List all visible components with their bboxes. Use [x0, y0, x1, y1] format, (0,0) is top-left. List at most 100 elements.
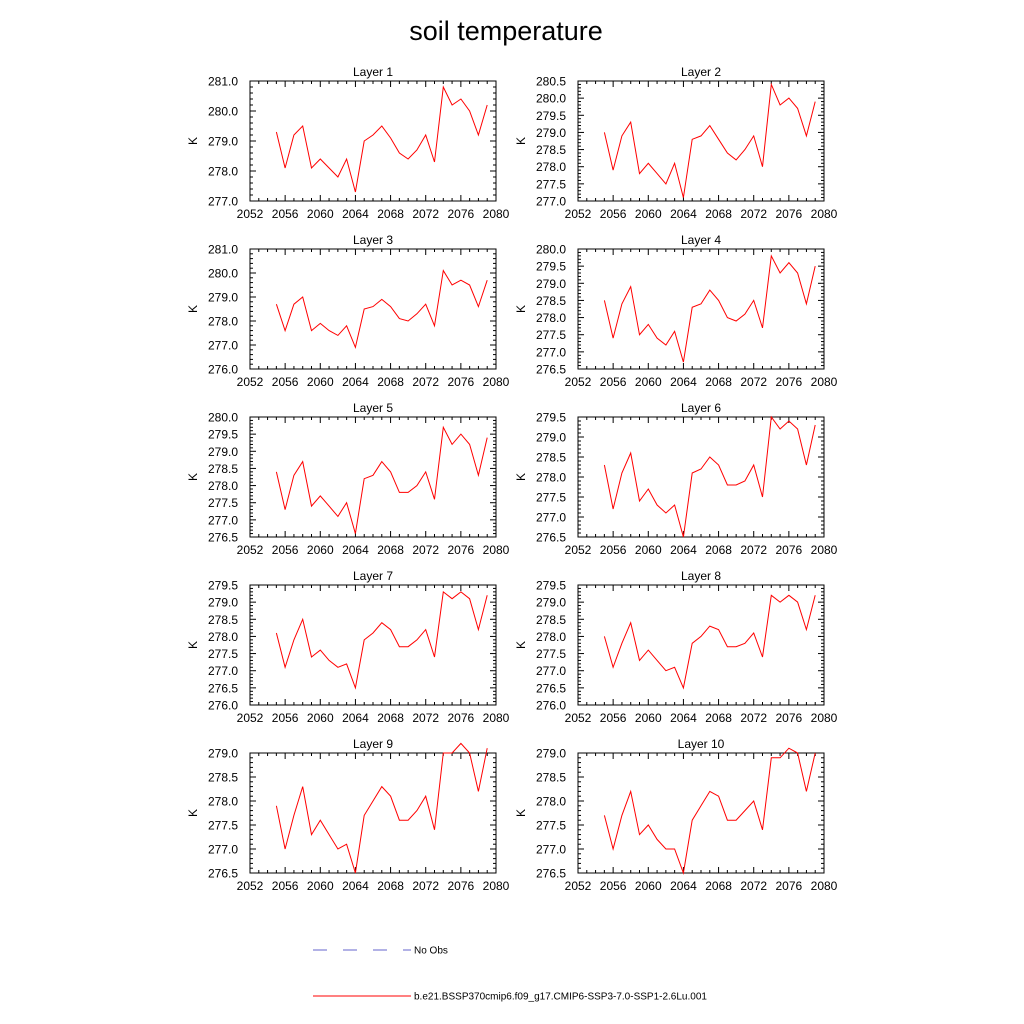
x-tick-label: 2052	[237, 711, 264, 725]
y-axis-label: K	[514, 473, 528, 481]
y-tick-label: 278.0	[208, 479, 238, 493]
y-tick-label: 279.0	[208, 596, 238, 610]
y-tick-label: 276.5	[536, 681, 566, 695]
panel-layer-9: Layer 9 K 2052 2056 2060 2064 2068 2072 2076 2080…	[186, 737, 510, 893]
y-tick-label: 277.5	[208, 496, 238, 510]
panel-title: Layer 6	[681, 401, 721, 415]
panel-layer-7: Layer 7 K 2052 2056 2060 2064 2068 2072 2076 2080…	[186, 569, 510, 725]
panel-title: Layer 3	[353, 233, 393, 247]
y-tick-label: 278.5	[536, 451, 566, 465]
x-tick-label: 2068	[377, 207, 404, 221]
x-tick-label: 2068	[377, 543, 404, 557]
x-tick-label: 2064	[342, 879, 369, 893]
series-line-layer-1	[275, 85, 488, 193]
x-tick-label: 2068	[377, 375, 404, 389]
y-tick-label: 278.5	[536, 771, 566, 785]
x-tick-label: 2064	[342, 207, 369, 221]
series-line-layer-2	[603, 82, 816, 198]
series-line-layer-5	[275, 425, 488, 534]
y-tick-label: 278.0	[536, 795, 566, 809]
y-tick-label: 277.5	[536, 647, 566, 661]
x-tick-label: 2056	[600, 711, 627, 725]
y-axis-label: K	[186, 305, 200, 313]
panel-title: Layer 7	[353, 569, 393, 583]
plot-frame	[249, 80, 497, 202]
x-tick-label: 2060	[635, 375, 662, 389]
panel-layer-1: Layer 1 K 2052 2056 2060 2064 2068 2072 2076 2080…	[186, 65, 510, 221]
x-tick-label: 2056	[272, 375, 299, 389]
x-tick-label: 2076	[776, 711, 803, 725]
y-tick-label: 276.0	[536, 699, 566, 713]
panel-title: Layer 2	[681, 65, 721, 79]
x-tick-label: 2072	[412, 375, 439, 389]
y-tick-label: 281.0	[208, 75, 238, 89]
panel-layer-6: Layer 6 K 2052 2056 2060 2064 2068 2072 2076 2080…	[514, 401, 838, 557]
plot-frame	[577, 584, 825, 706]
x-tick-label: 2068	[705, 543, 732, 557]
x-tick-label: 2072	[740, 879, 767, 893]
y-tick-label: 280.0	[208, 105, 238, 119]
panel-title: Layer 1	[353, 65, 393, 79]
x-tick-label: 2080	[811, 375, 838, 389]
panel-title: Layer 10	[678, 737, 725, 751]
y-tick-label: 278.5	[536, 613, 566, 627]
x-tick-label: 2064	[670, 711, 697, 725]
panel-layer-3: Layer 3 K 2052 2056 2060 2064 2068 2072 2076 2080…	[186, 233, 510, 389]
x-tick-label: 2076	[776, 543, 803, 557]
y-tick-label: 277.5	[536, 819, 566, 833]
panel-layer-5: Layer 5 K 2052 2056 2060 2064 2068 2072 2076 2080…	[186, 401, 510, 557]
x-tick-label: 2080	[811, 879, 838, 893]
y-tick-label: 280.0	[536, 243, 566, 257]
y-tick-label: 279.0	[208, 747, 238, 761]
x-tick-label: 2052	[237, 543, 264, 557]
x-tick-label: 2076	[448, 207, 475, 221]
x-tick-label: 2072	[740, 543, 767, 557]
plot-frame	[249, 584, 497, 706]
y-axis-label: K	[186, 137, 200, 145]
y-tick-label: 278.5	[208, 462, 238, 476]
y-tick-label: 280.0	[536, 92, 566, 106]
x-tick-label: 2052	[565, 711, 592, 725]
x-tick-label: 2076	[448, 879, 475, 893]
y-tick-label: 276.0	[208, 699, 238, 713]
y-axis-label: K	[186, 809, 200, 817]
y-tick-label: 278.0	[536, 630, 566, 644]
x-tick-label: 2064	[670, 375, 697, 389]
y-axis-label: K	[514, 137, 528, 145]
series-line-layer-4	[603, 254, 816, 363]
y-tick-label: 279.0	[536, 277, 566, 291]
x-tick-label: 2060	[635, 711, 662, 725]
y-tick-label: 278.0	[536, 160, 566, 174]
y-tick-label: 279.5	[536, 579, 566, 593]
x-tick-label: 2076	[448, 543, 475, 557]
panel-layer-8: Layer 8 K 2052 2056 2060 2064 2068 2072 2076 2080…	[514, 569, 838, 725]
panel-title: Layer 5	[353, 401, 393, 415]
y-axis-label: K	[186, 641, 200, 649]
x-tick-label: 2052	[565, 879, 592, 893]
y-tick-label: 279.0	[208, 291, 238, 305]
y-tick-label: 278.0	[208, 315, 238, 329]
x-tick-label: 2076	[448, 375, 475, 389]
y-axis-label: K	[186, 473, 200, 481]
x-tick-label: 2052	[565, 207, 592, 221]
y-tick-label: 279.5	[536, 411, 566, 425]
x-tick-label: 2060	[635, 879, 662, 893]
y-tick-label: 276.5	[536, 363, 566, 377]
x-tick-label: 2072	[740, 375, 767, 389]
x-tick-label: 2080	[483, 375, 510, 389]
y-tick-label: 280.0	[208, 267, 238, 281]
y-tick-label: 276.5	[208, 531, 238, 545]
x-tick-label: 2080	[811, 543, 838, 557]
x-tick-label: 2072	[412, 879, 439, 893]
x-tick-label: 2060	[635, 543, 662, 557]
x-tick-label: 2068	[377, 879, 404, 893]
y-tick-label: 277.0	[536, 511, 566, 525]
y-tick-label: 278.0	[208, 795, 238, 809]
panel-title: Layer 4	[681, 233, 721, 247]
x-tick-label: 2068	[705, 879, 732, 893]
y-tick-label: 277.5	[208, 647, 238, 661]
x-tick-label: 2076	[776, 879, 803, 893]
panel-layer-10: Layer 10 K 2052 2056 2060 2064 2068 2072 2076 208…	[514, 737, 838, 893]
y-tick-label: 276.5	[208, 681, 238, 695]
y-tick-label: 277.0	[208, 664, 238, 678]
